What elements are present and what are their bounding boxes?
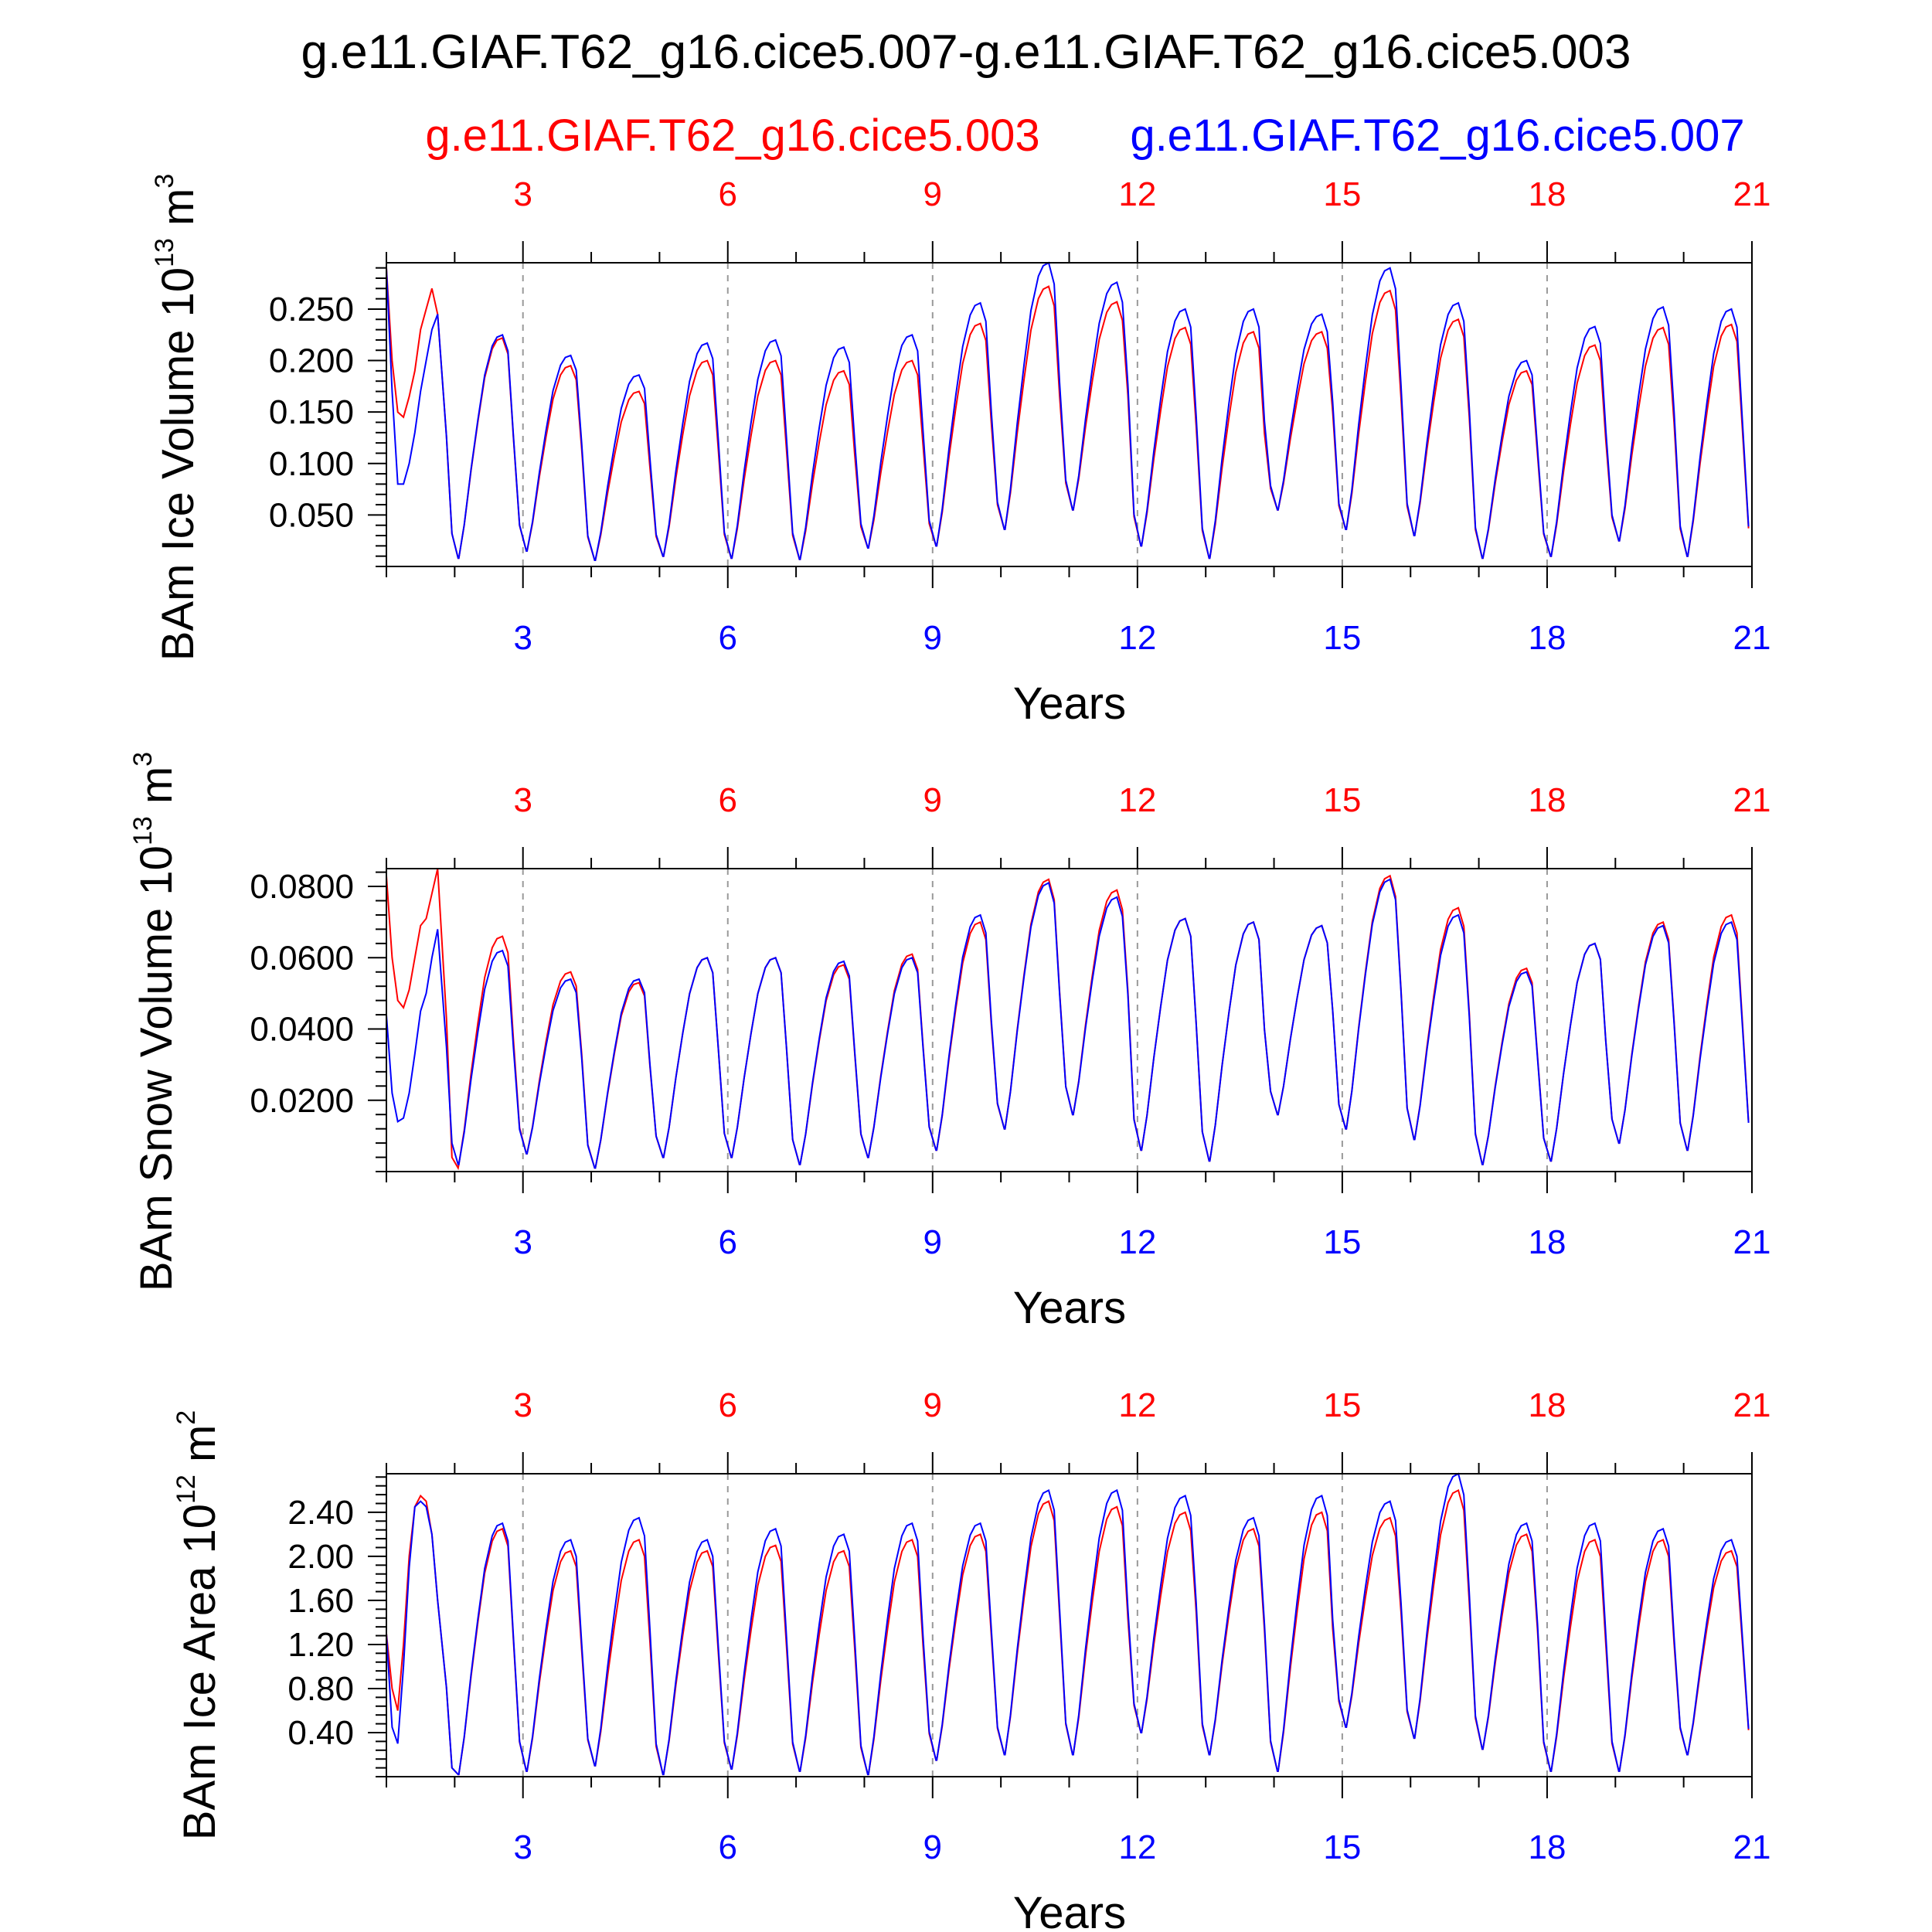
x-tick-label-bottom: 9 bbox=[923, 619, 942, 657]
x-tick-label-bottom: 15 bbox=[1323, 1223, 1361, 1261]
x-tick-label-bottom: 21 bbox=[1733, 619, 1771, 657]
legend-entry-blue: g.e11.GIAF.T62_g16.cice5.007 bbox=[1130, 111, 1744, 161]
x-tick-label-top: 15 bbox=[1323, 1386, 1361, 1424]
y-tick-label: 0.40 bbox=[287, 1714, 354, 1752]
y-tick-label: 2.00 bbox=[287, 1538, 354, 1576]
ice-area-panel: 3 3 6 6 9 9 12 12 15 15 18 18 21 21 0.40 0.80 1.20 1.60 2.… bbox=[172, 1386, 1770, 1932]
x-tick-label-top: 18 bbox=[1528, 1386, 1566, 1424]
x-tick-label-bottom: 12 bbox=[1118, 1828, 1156, 1866]
y-tick-label: 0.0600 bbox=[250, 939, 354, 977]
y-axis-label: BAm Ice Volume 1013 m3 bbox=[150, 174, 203, 662]
y-tick-label: 0.150 bbox=[269, 393, 354, 431]
x-axis-label: Years bbox=[1013, 1283, 1126, 1333]
x-tick-label-top: 3 bbox=[513, 781, 532, 819]
x-tick-label-bottom: 15 bbox=[1323, 619, 1361, 657]
x-tick-label-bottom: 15 bbox=[1323, 1828, 1361, 1866]
x-tick-label-bottom: 6 bbox=[719, 1828, 737, 1866]
y-tick-label: 0.100 bbox=[269, 445, 354, 483]
x-tick-label-top: 18 bbox=[1528, 781, 1566, 819]
snow-volume-panel: 3 3 6 6 9 9 12 12 15 15 18 18 21 21 0.0200 0.0400 0.0600… bbox=[128, 752, 1770, 1333]
series-line-red bbox=[386, 868, 1750, 1171]
x-tick-label-bottom: 12 bbox=[1118, 619, 1156, 657]
y-tick-label: 0.0400 bbox=[250, 1011, 354, 1049]
x-tick-label-top: 21 bbox=[1733, 781, 1771, 819]
x-tick-label-top: 9 bbox=[923, 1386, 942, 1424]
y-tick-label: 0.200 bbox=[269, 342, 354, 380]
x-tick-label-bottom: 6 bbox=[719, 619, 737, 657]
x-tick-label-top: 15 bbox=[1323, 175, 1361, 213]
figure-title: g.e11.GIAF.T62_g16.cice5.007-g.e11.GIAF.… bbox=[301, 26, 1631, 79]
series-line-blue bbox=[386, 878, 1750, 1169]
x-tick-label-bottom: 18 bbox=[1528, 619, 1566, 657]
x-tick-label-top: 9 bbox=[923, 175, 942, 213]
x-tick-label-bottom: 18 bbox=[1528, 1828, 1566, 1866]
x-tick-label-top: 3 bbox=[513, 1386, 532, 1424]
y-axis-label: BAm Snow Volume 1013 m3 bbox=[128, 752, 182, 1291]
series-line-blue bbox=[386, 261, 1750, 561]
x-tick-label-top: 12 bbox=[1118, 1386, 1156, 1424]
series-line-blue bbox=[386, 1472, 1750, 1776]
x-tick-label-top: 6 bbox=[719, 1386, 737, 1424]
x-tick-label-top: 3 bbox=[513, 175, 532, 213]
x-tick-label-bottom: 9 bbox=[923, 1828, 942, 1866]
x-tick-label-top: 9 bbox=[923, 781, 942, 819]
x-tick-label-top: 6 bbox=[719, 175, 737, 213]
x-tick-label-bottom: 18 bbox=[1528, 1223, 1566, 1261]
x-tick-label-bottom: 21 bbox=[1733, 1828, 1771, 1866]
y-tick-label: 1.20 bbox=[287, 1626, 354, 1664]
y-tick-label: 0.250 bbox=[269, 291, 354, 328]
x-tick-label-top: 12 bbox=[1118, 175, 1156, 213]
x-tick-label-bottom: 3 bbox=[513, 1223, 532, 1261]
y-tick-label: 2.40 bbox=[287, 1494, 354, 1532]
x-tick-label-bottom: 12 bbox=[1118, 1223, 1156, 1261]
y-tick-label: 0.0200 bbox=[250, 1082, 354, 1120]
x-axis-label: Years bbox=[1013, 1888, 1126, 1932]
x-tick-label-bottom: 6 bbox=[719, 1223, 737, 1261]
x-tick-label-bottom: 21 bbox=[1733, 1223, 1771, 1261]
series-line-red bbox=[386, 267, 1750, 561]
y-axis-label: BAm Ice Area 1012 m2 bbox=[172, 1410, 225, 1840]
x-tick-label-bottom: 3 bbox=[513, 619, 532, 657]
x-axis-label: Years bbox=[1013, 679, 1126, 729]
y-tick-label: 0.0800 bbox=[250, 868, 354, 906]
x-tick-label-top: 15 bbox=[1323, 781, 1361, 819]
legend-entry-red: g.e11.GIAF.T62_g16.cice5.003 bbox=[425, 111, 1039, 161]
y-tick-label: 0.050 bbox=[269, 496, 354, 534]
x-tick-label-top: 12 bbox=[1118, 781, 1156, 819]
y-tick-label: 1.60 bbox=[287, 1582, 354, 1620]
y-tick-label: 0.80 bbox=[287, 1670, 354, 1708]
x-tick-label-top: 21 bbox=[1733, 175, 1771, 213]
x-tick-label-top: 21 bbox=[1733, 1386, 1771, 1424]
x-tick-label-top: 6 bbox=[719, 781, 737, 819]
x-tick-label-bottom: 3 bbox=[513, 1828, 532, 1866]
ice-volume-panel: 3 3 6 6 9 9 12 12 15 15 18 18 21 21 0.050 0.100 0.150 0.2… bbox=[150, 174, 1770, 729]
x-tick-label-top: 18 bbox=[1528, 175, 1566, 213]
x-tick-label-bottom: 9 bbox=[923, 1223, 942, 1261]
